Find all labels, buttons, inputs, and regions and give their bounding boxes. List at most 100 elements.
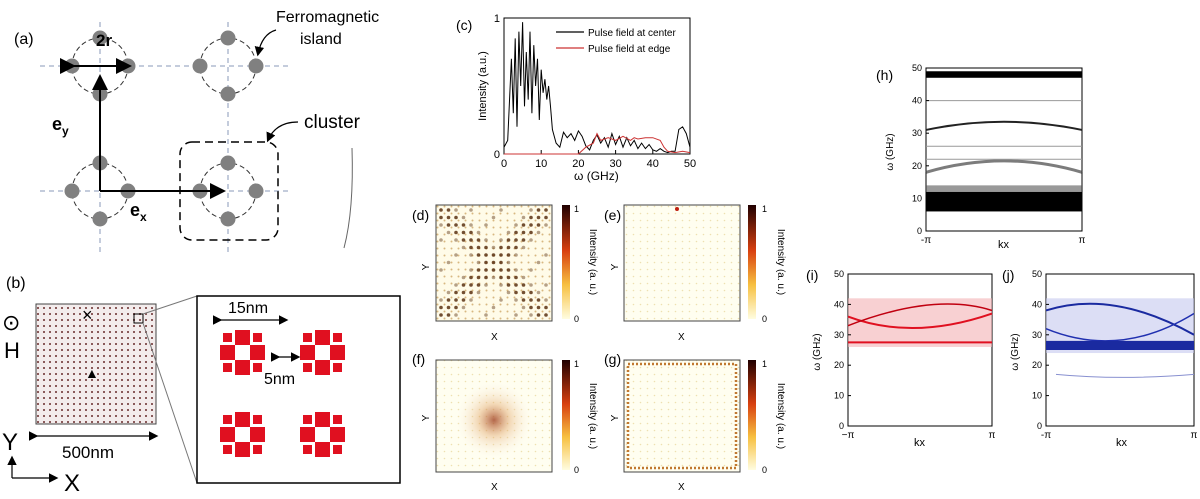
red-square (250, 427, 265, 442)
band-upper (847, 312, 993, 330)
intensity-dot (506, 268, 511, 272)
map-f-cbar-label: Intensity (a. u.) (587, 383, 598, 449)
map-d-ylabel: Y (421, 263, 432, 270)
panel-g: (g) X Y 1 0 Intensity (a. u.) (604, 351, 786, 493)
intensity-dot (476, 253, 481, 257)
map-d-xlabel: X (491, 332, 498, 343)
intensity-dot (536, 290, 541, 295)
panel-f: (f) X Y 1 0 Intensity (a. u.) (412, 351, 598, 493)
x-tick-label: 20 (572, 158, 584, 170)
map-e-cbar-max: 1 (762, 204, 767, 214)
intensity-dot (484, 283, 488, 287)
map-e-ylabel: Y (610, 263, 621, 270)
intensity-dot (499, 283, 503, 287)
intensity-dot (461, 230, 466, 235)
x-tick-label: 10 (535, 158, 547, 170)
intensity-dot (469, 223, 473, 227)
chart-j-ylabel: ω (GHz) (1010, 333, 1021, 370)
island-dot (248, 183, 264, 199)
intensity-dot (514, 230, 518, 235)
intensity-dot (529, 283, 533, 287)
y-tick-label: 30 (1032, 330, 1042, 340)
red-square (235, 412, 250, 427)
island-dot (64, 183, 80, 199)
red-square (315, 360, 330, 375)
island-dot (220, 30, 236, 46)
intensity-dot (499, 268, 503, 272)
intensity-dot (461, 238, 466, 242)
intensity-dot (491, 268, 496, 272)
map-g-cbar-label: Intensity (a. u.) (775, 383, 786, 449)
intensity-dot (446, 208, 451, 212)
intensity-dot (469, 230, 473, 235)
chart-h-bands (925, 71, 1083, 212)
intensity-dot (439, 298, 443, 302)
red-square (300, 427, 315, 442)
x-tick-label: -π (1041, 430, 1051, 441)
map-f-cbar-max: 1 (574, 359, 579, 369)
zoom-gap-label: 5nm (264, 371, 295, 388)
map-e-hotspot (675, 207, 679, 211)
intensity-dot (544, 283, 548, 287)
intensity-dot (484, 253, 488, 257)
y-tick-label: 10 (912, 193, 922, 203)
intensity-dot (529, 230, 533, 235)
intensity-dot (454, 215, 458, 220)
intensity-dot (536, 305, 541, 310)
red-square (235, 330, 250, 345)
intensity-dot (521, 215, 526, 220)
intensity-dot (536, 298, 541, 302)
intensity-dot (469, 275, 473, 280)
intensity-dot (461, 305, 466, 310)
intensity-dot (491, 253, 496, 257)
intensity-dot (506, 245, 511, 250)
lattice-gridlines (40, 22, 290, 255)
intensity-dot (454, 283, 458, 287)
red-square (253, 445, 262, 454)
red-square (223, 415, 232, 424)
map-d-colorbar (562, 205, 570, 319)
island-pointer (254, 29, 277, 57)
intensity-dot (461, 215, 466, 220)
intensity-dot (544, 208, 548, 212)
intensity-dot (491, 275, 496, 280)
intensity-dot (506, 283, 511, 287)
x-tick-label: π (1079, 235, 1086, 246)
y-tick-label: 30 (834, 330, 844, 340)
panel-j-label: (j) (1002, 267, 1014, 283)
intensity-dot (469, 283, 473, 287)
red-square (253, 363, 262, 372)
intensity-dot (446, 313, 451, 317)
zoom-region (133, 313, 144, 324)
intensity-dot (484, 245, 488, 250)
intensity-dot (536, 230, 541, 235)
intensity-dot (544, 298, 548, 302)
intensity-dot (499, 298, 503, 302)
intensity-dot (506, 238, 511, 242)
zoom-line-bottom (142, 322, 198, 484)
intensity-dot (446, 298, 451, 302)
intensity-dot (484, 313, 488, 317)
intensity-dot (484, 238, 488, 242)
ey-label: ey (52, 114, 69, 138)
y-tick-label: 0 (1037, 421, 1042, 431)
panel-h: (h) 0 10 20 30 40 50 -π π kx ω (GHz) (876, 63, 1086, 251)
intensity-dot (469, 238, 473, 242)
chart-c-ticks: 0 10 20 30 40 50 0 1 (494, 13, 696, 170)
panel-a: (a) 2r ey ex Ferromagnetic island cluste… (14, 9, 379, 255)
red-square (330, 427, 345, 442)
island-dot (220, 86, 236, 102)
intensity-dot (439, 215, 443, 220)
intensity-dot (446, 230, 451, 235)
y-tick-label: 0 (839, 421, 844, 431)
intensity-dot (514, 283, 518, 287)
red-square (303, 445, 312, 454)
intensity-dot (446, 260, 451, 265)
y-tick-label: 20 (912, 161, 922, 171)
map-e (623, 204, 741, 322)
intensity-dot (439, 305, 443, 310)
map-e-colorbar (748, 205, 756, 319)
intensity-dot (476, 238, 481, 242)
intensity-dot (514, 275, 518, 280)
map-g-xlabel: X (678, 482, 685, 493)
